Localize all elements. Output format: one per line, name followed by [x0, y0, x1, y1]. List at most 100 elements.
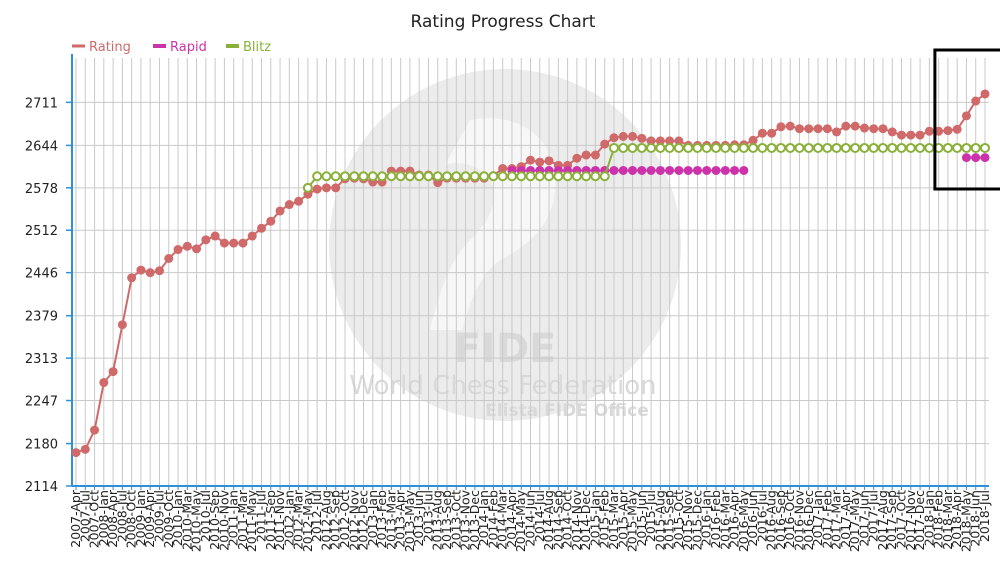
- legend-label-rapid: Rapid: [170, 40, 207, 55]
- y-tick-label: 2247: [25, 395, 58, 410]
- y-axis-ticks: 2114 2180 2247 2313 2379 2446 2512 2578 2644 2711: [25, 96, 72, 495]
- data-point: [971, 96, 981, 106]
- legend-label-blitz: Blitz: [243, 40, 271, 55]
- x-tick-label: 2014-Mar: [495, 489, 510, 550]
- data-point: [423, 171, 434, 182]
- data-point: [498, 164, 508, 174]
- data-point: [822, 124, 832, 134]
- x-tick-label: 2015-Nov: [680, 489, 695, 550]
- data-point: [164, 254, 174, 264]
- data-point: [451, 171, 462, 182]
- data-point: [683, 165, 693, 175]
- data-point: [924, 142, 935, 153]
- x-tick-label: 2012-Jul: [309, 490, 324, 542]
- data-point: [794, 124, 804, 134]
- data-point: [785, 142, 796, 153]
- x-tick-label: 2012-Oct: [337, 490, 352, 548]
- data-point: [247, 231, 257, 241]
- x-tick-label: 2016-Jan: [699, 490, 714, 546]
- data-point: [803, 142, 814, 153]
- x-tick-label: 2011-May: [244, 489, 259, 552]
- x-tick-label: 2016-Jun: [745, 490, 760, 547]
- x-tick-label: 2017-Mar: [829, 489, 844, 550]
- data-point: [534, 171, 545, 182]
- x-tick-label: 2015-Sep: [662, 490, 677, 550]
- y-tick-label: 2114: [25, 480, 58, 495]
- data-point: [971, 153, 981, 163]
- x-tick-label: 2017-Apr: [838, 489, 853, 548]
- x-tick-label: 2015-Oct: [671, 490, 686, 548]
- data-point: [665, 165, 675, 175]
- x-tick-label: 2011-Mar: [235, 489, 250, 550]
- data-point: [386, 171, 397, 182]
- data-point: [646, 136, 656, 146]
- x-tick-label: 2015-Jul: [643, 490, 658, 542]
- x-tick-label: 2018-Feb: [931, 490, 946, 549]
- data-point: [553, 171, 564, 182]
- x-tick-label: 2016-Nov: [791, 489, 806, 550]
- data-point: [80, 444, 90, 454]
- series-rapid: [507, 153, 990, 175]
- x-tick-label: 2012-Jan: [281, 490, 296, 546]
- data-point: [266, 216, 276, 226]
- data-point: [608, 142, 619, 153]
- data-point: [284, 200, 294, 210]
- data-point: [701, 142, 712, 153]
- data-point: [840, 142, 851, 153]
- x-tick-label: 2015-Jan: [587, 490, 602, 546]
- data-point: [257, 223, 267, 233]
- data-point: [905, 142, 916, 153]
- x-tick-label: 2018-Jan: [921, 490, 936, 546]
- data-point: [804, 124, 814, 134]
- data-point: [90, 425, 100, 435]
- x-tick-label: 2013-Jun: [411, 490, 426, 547]
- x-tick-label: 2007-Apr: [68, 489, 83, 548]
- data-point: [117, 320, 127, 330]
- x-tick-label: 2009-Jan: [133, 490, 148, 546]
- data-point: [868, 142, 879, 153]
- series-blitz: [302, 142, 990, 193]
- x-tick-label: 2018-Jun: [968, 490, 983, 547]
- x-tick-label: 2017-Jan: [810, 490, 825, 546]
- x-tick-label: 2012-Dec: [356, 490, 371, 551]
- data-point: [229, 238, 239, 248]
- x-tick-label: 2015-Apr: [615, 489, 630, 548]
- data-point: [794, 142, 805, 153]
- data-point: [71, 448, 81, 458]
- data-point: [404, 171, 415, 182]
- data-point: [961, 142, 972, 153]
- data-point: [683, 142, 694, 153]
- data-point: [590, 150, 600, 160]
- data-point: [980, 89, 990, 99]
- x-tick-label: 2014-Jul: [532, 490, 547, 542]
- data-point: [961, 153, 971, 163]
- x-tick-label: 2012-Mar: [291, 489, 306, 550]
- y-tick-label: 2379: [25, 310, 58, 325]
- x-tick-label: 2018-Apr: [949, 489, 964, 548]
- data-point: [525, 171, 536, 182]
- data-point: [887, 142, 898, 153]
- y-tick-label: 2512: [25, 224, 58, 239]
- x-tick-label: 2010-Sep: [207, 490, 222, 550]
- x-tick-label: 2016-Apr: [727, 489, 742, 548]
- x-tick-label: 2010-Nov: [216, 489, 231, 550]
- x-tick-label: 2010-May: [189, 489, 204, 552]
- data-point: [748, 142, 759, 153]
- x-tick-label: 2011-Jul: [254, 490, 269, 542]
- data-point: [432, 171, 443, 182]
- data-point: [442, 171, 453, 182]
- y-tick-label: 2446: [25, 267, 58, 282]
- data-point: [869, 124, 879, 134]
- data-point: [321, 183, 331, 193]
- data-point: [599, 171, 610, 182]
- x-axis-ticks: 2007-Apr2007-Jul2007-Oct2008-Jan2008-Apr…: [68, 486, 992, 552]
- x-tick-label: 2016-Mar: [717, 489, 732, 550]
- x-tick-label: 2009-Jul: [151, 490, 166, 542]
- data-point: [516, 171, 527, 182]
- data-point: [210, 231, 220, 241]
- x-tick-label: 2010-Jul: [198, 490, 213, 542]
- x-tick-label: 2014-Dec: [578, 490, 593, 551]
- data-point: [980, 153, 990, 163]
- data-point: [136, 265, 146, 275]
- x-tick-label: 2014-May: [513, 489, 528, 552]
